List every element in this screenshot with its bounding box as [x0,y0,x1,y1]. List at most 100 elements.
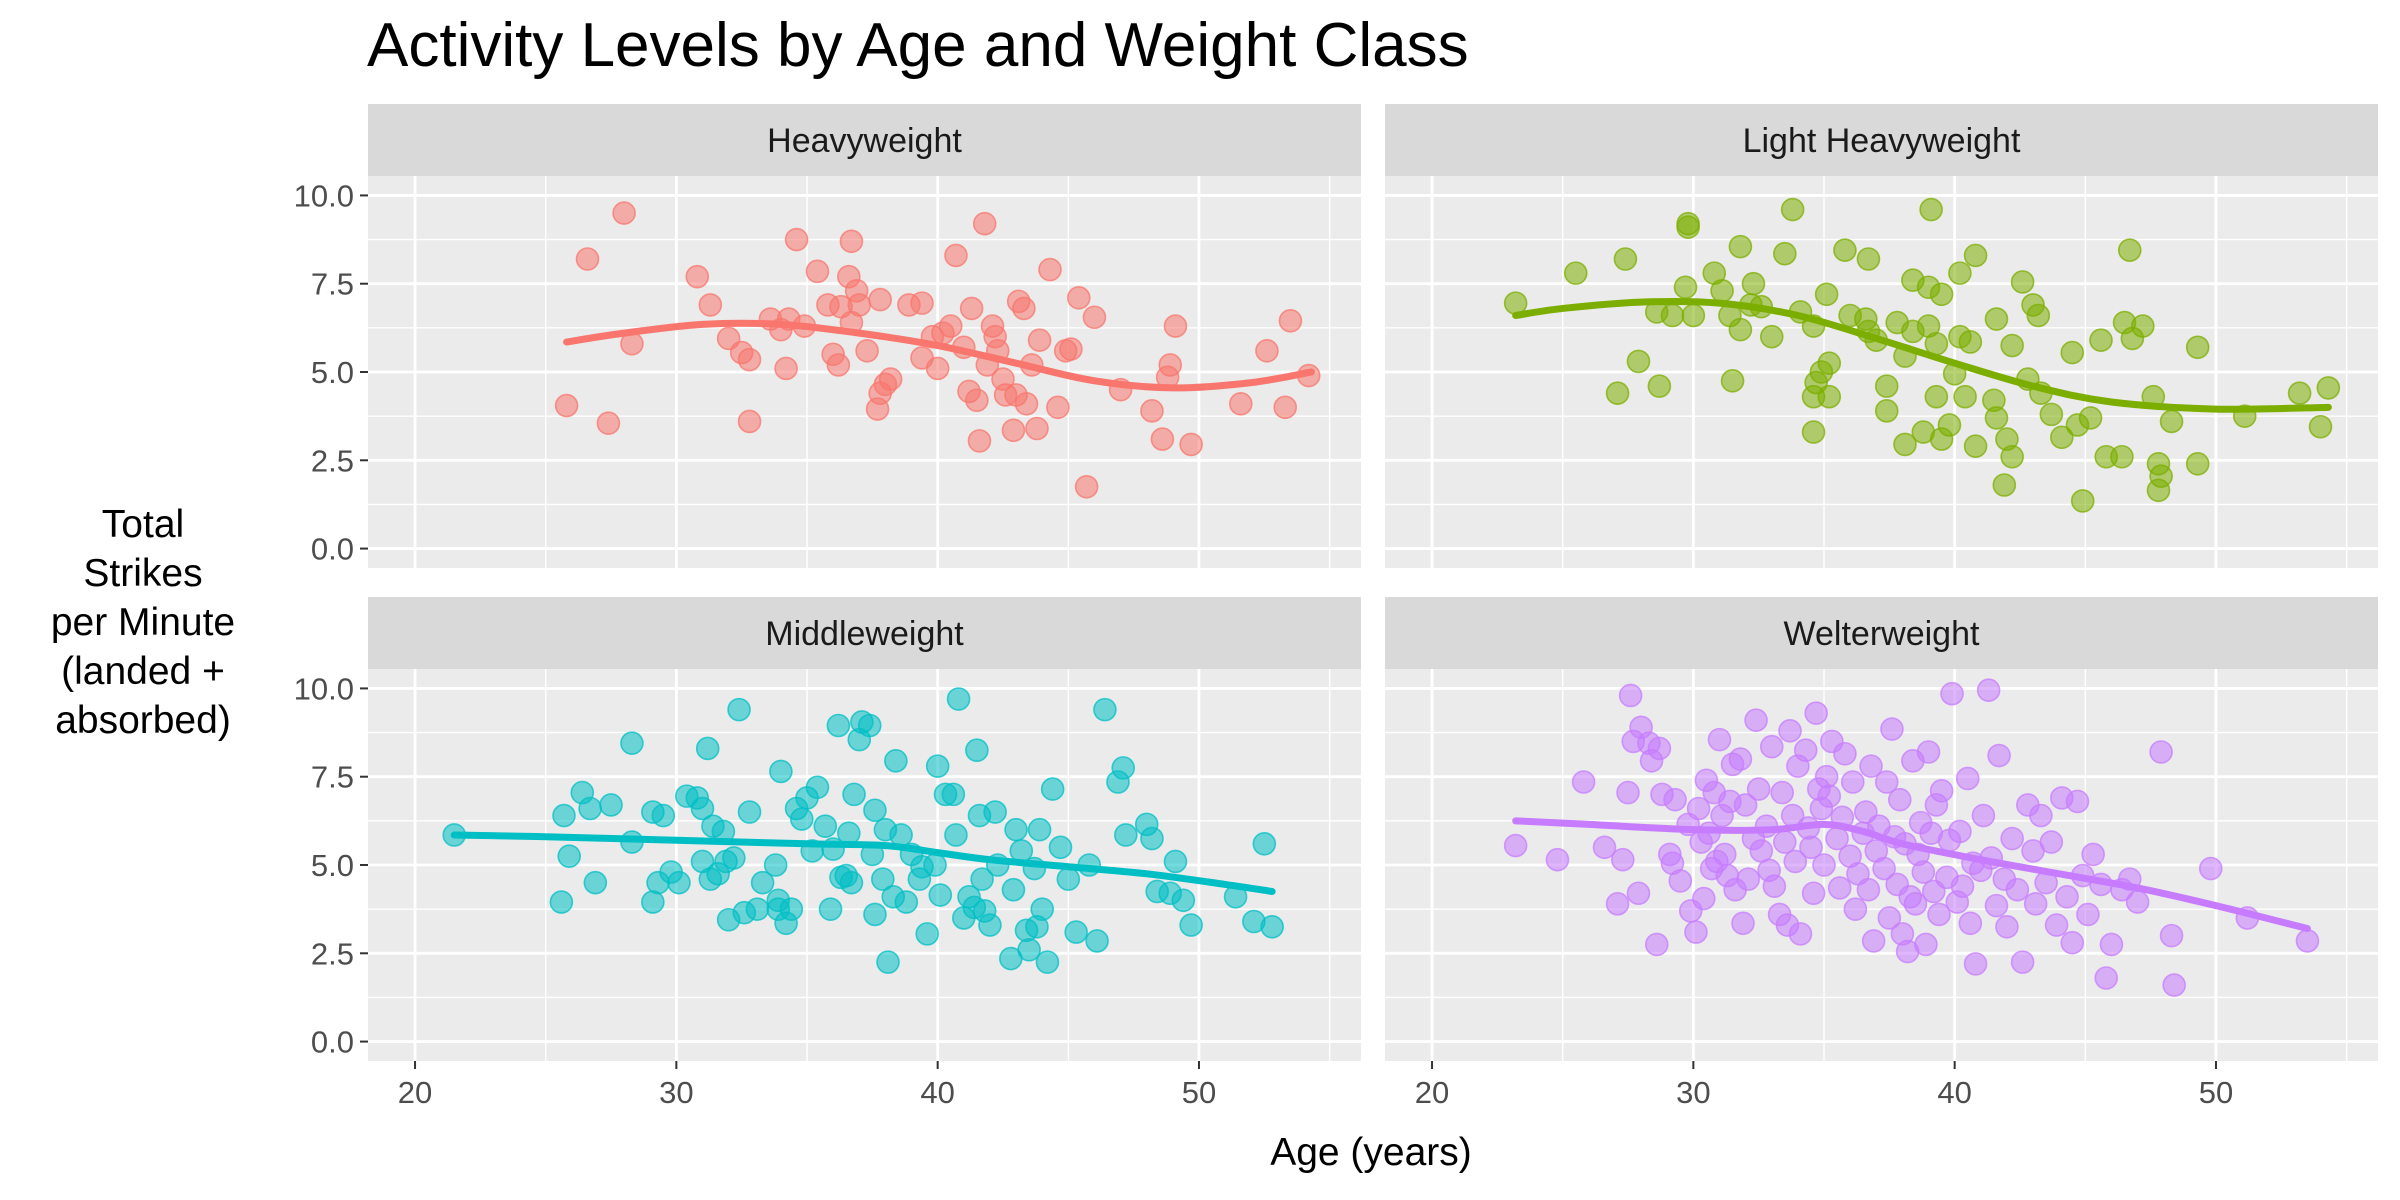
data-point [745,897,770,921]
data-point [2099,932,2124,957]
data-point [1668,869,1693,893]
data-point [1728,234,1753,259]
data-point [1916,740,1941,764]
panel-heavyweight: Heavyweight 0.0 2.5 5.0 7.5 10.0 [294,104,1361,568]
data-point [1111,756,1136,780]
data-point [1228,391,1253,416]
data-point [2050,425,2074,450]
data-point [1093,697,1117,722]
data-point [789,807,814,831]
data-point [2162,973,2186,997]
strip-label-light-heavyweight: Light Heavyweight [1743,122,2021,160]
y-tick-label: 10.0 [294,178,354,213]
data-point [1827,876,1852,900]
data-point [2060,930,2085,955]
data-point [1728,317,1753,342]
data-point [1035,950,1060,974]
data-point [1027,817,1052,842]
data-point [641,890,665,914]
y-axis-title-line: Total [102,503,184,546]
data-point [1707,727,1732,752]
data-point [878,367,903,391]
data-point [1814,282,1839,307]
data-point [1801,881,1826,906]
data-point [1618,683,1643,708]
data-point [1252,832,1277,856]
data-point [695,736,720,761]
data-point [972,211,997,236]
data-point [2023,892,2048,916]
data-point [1684,920,1708,944]
data-point [1741,271,1766,296]
data-point [2000,444,2024,469]
data-point [1616,780,1640,805]
data-point [1984,893,2009,918]
data-point [1114,823,1138,847]
data-point [1278,308,1303,333]
data-point [1914,932,1938,957]
data-point [847,293,872,317]
data-point [805,775,830,800]
data-point [967,429,992,453]
data-point [1971,803,1996,828]
data-point [1171,888,1196,913]
data-point [1676,211,1700,236]
data-point [805,259,830,284]
data-point [1681,303,1706,328]
y-tick-label: 0.0 [311,532,354,567]
data-point [1856,247,1881,271]
data-point [750,870,775,895]
data-point [1085,929,1109,953]
data-point [2149,464,2173,488]
data-point [1710,278,1734,303]
data-point [1626,881,1651,906]
data-point [1929,282,1954,307]
data-point [839,870,864,895]
data-point [1812,853,1836,877]
data-point [1948,819,1972,844]
data-point [2029,803,2053,828]
data-point [925,754,950,778]
data-point [1780,197,1805,222]
data-point [2308,414,2333,439]
data-point [1040,777,1065,801]
data-point [1880,717,1904,741]
data-point [2198,856,2223,881]
data-point [1833,741,1857,766]
data-point [774,356,798,381]
data-point [1012,296,1036,321]
data-point [549,890,574,914]
data-point [1571,770,1596,794]
data-point [1140,826,1164,851]
data-point [1788,922,1813,946]
data-point [1150,427,1175,451]
data-point [868,287,892,312]
data-point [583,870,608,895]
trend-line-middleweight [450,831,1276,895]
data-point [1937,413,1962,437]
data-point [737,347,762,372]
data-point [1731,911,1755,936]
data-point [2089,328,2113,353]
facet-panels: Heavyweight 0.0 2.5 5.0 7.5 10.0 Light Heavywe… [294,104,2378,1110]
data-point [1963,243,1988,268]
data-point [1712,842,1737,867]
data-point [1066,286,1091,310]
data-point [1856,877,1881,902]
data-point [1163,849,1188,874]
data-point [737,800,762,824]
y-axis-title-line: Strikes [83,552,202,595]
data-point [1733,793,1758,817]
data-point [2039,402,2064,427]
data-point [1817,384,1842,409]
x-tick-label: 30 [659,1075,693,1110]
data-point [1610,847,1635,872]
panel-middleweight: Middleweight 0.0 2.5 5.0 7.5 10.0 20 30 40 50 [294,597,1361,1110]
data-point [1953,384,1977,409]
data-point [941,782,966,807]
data-point [1728,747,1753,771]
data-point [826,713,851,738]
data-point [1082,305,1107,330]
strip-label-heavyweight: Heavyweight [767,122,962,160]
trend-line-light-heavyweight [1512,297,2332,413]
